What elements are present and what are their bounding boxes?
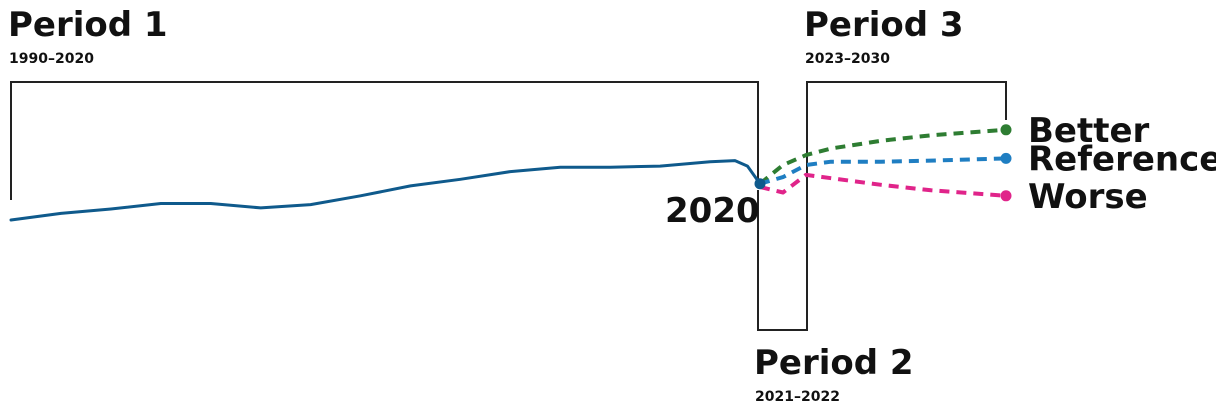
period-2-range: 2021–2022 [755,389,840,405]
series-endpoint-worse [1000,190,1012,202]
series-line-reference [759,156,1007,186]
period-2-title: Period 2 [754,343,914,383]
series-label-worse: Worse [1028,177,1148,217]
period-2-bracket [757,185,808,331]
period-3-title: Period 3 [804,5,964,45]
series-endpoint-better [1000,124,1012,136]
series-line-worse [759,172,1007,198]
period-1-title: Period 1 [8,5,168,45]
period-3-range: 2023–2030 [805,51,890,67]
junction-point-2020 [754,178,766,190]
year-2020-label: 2020 [665,191,760,231]
series-label-reference: Reference [1028,139,1216,179]
period-3-bracket [806,81,1007,185]
period-1-range: 1990–2020 [9,51,94,67]
series-endpoint-reference [1000,152,1012,164]
period-1-bracket [10,81,759,200]
historical-line [9,159,762,222]
series-label-better: Better [1028,111,1150,151]
series-line-better [758,127,1007,186]
